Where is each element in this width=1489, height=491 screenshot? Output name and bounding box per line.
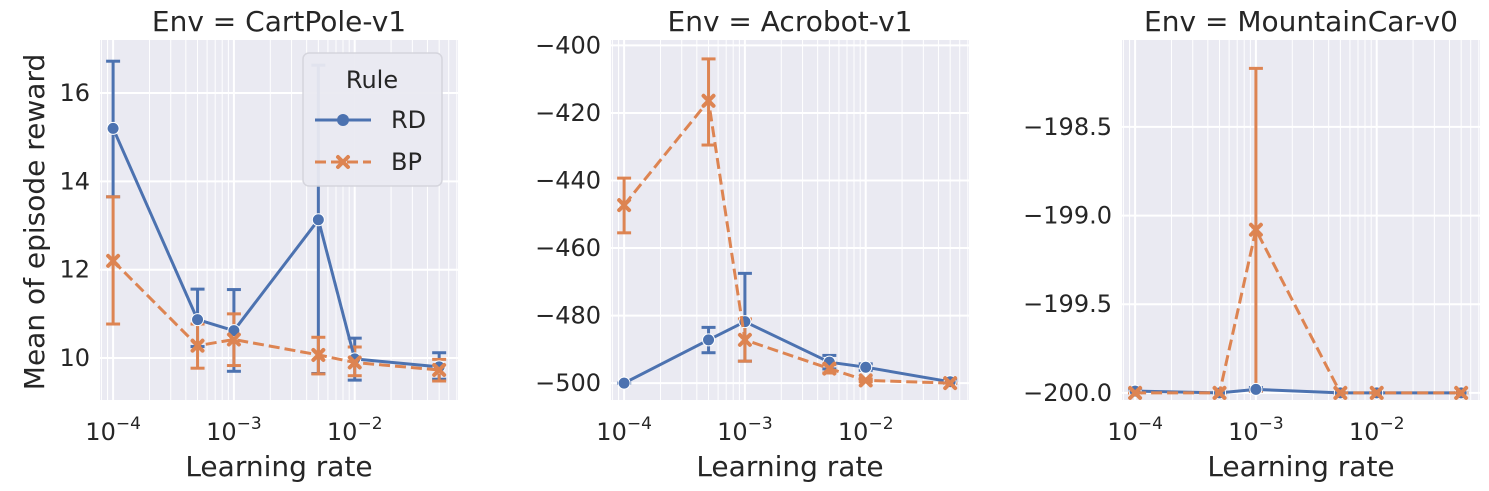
legend-title: Rule [346, 66, 398, 94]
y-tick-label: −460 [535, 234, 601, 262]
data-point-rd [617, 376, 631, 390]
x-tick-label: 10−4 [596, 414, 652, 446]
panel-title: Env = Acrobot-v1 [668, 5, 913, 38]
data-point-bp [311, 347, 326, 362]
data-point-bp [822, 361, 837, 376]
y-tick-label: −198.5 [1023, 113, 1112, 141]
plot-area [1122, 40, 1480, 400]
data-point-rd [227, 324, 241, 338]
data-point-bp [737, 332, 752, 347]
plot-area [611, 40, 969, 400]
x-tick-label: 10−2 [1349, 414, 1405, 446]
data-point-bp [347, 355, 362, 370]
data-point-bp [701, 93, 716, 108]
y-tick-label: −200.0 [1023, 379, 1112, 407]
x-tick-label: 10−3 [1228, 414, 1284, 446]
panel-title: Env = MountainCar-v0 [1144, 5, 1458, 38]
y-tick-label: 14 [59, 167, 90, 195]
data-point-bp [617, 198, 632, 213]
series-line-rd [623, 320, 951, 385]
x-tick-label: 10−2 [838, 414, 894, 446]
x-axis-label: Learning rate [1207, 450, 1394, 483]
x-tick-label: 10−3 [206, 414, 262, 446]
data-point-bp [1248, 222, 1263, 237]
panel-2: 10−4 10−3 10−2 −500 −480 −460 −440 −420 −400 Env … [535, 5, 969, 483]
y-tick-label: −400 [535, 31, 601, 59]
series-line-bp [112, 259, 440, 372]
x-tick-label: 10−4 [1107, 414, 1163, 446]
data-point-rd [1249, 382, 1263, 396]
data-point-bp [1212, 385, 1227, 400]
data-point-bp [1128, 385, 1143, 400]
shared-y-axis-label: Mean of episode reward [18, 54, 51, 390]
x-tick-label: 10−2 [327, 414, 383, 446]
data-point-rd [191, 313, 205, 327]
legend-box [302, 52, 443, 187]
panel-3: 10−4 10−3 10−2 −200.0 −199.5 −199.0 −198.5 Env … [1023, 5, 1480, 483]
data-point-bp [190, 338, 205, 353]
legend-label-bp: BP [391, 148, 422, 176]
data-point-bp [1333, 385, 1348, 400]
legend-label-rd: RD [391, 106, 426, 134]
y-tick-label: −199.5 [1023, 290, 1112, 318]
legend-marker-rd [337, 114, 349, 126]
legend-marker-bp [336, 155, 350, 169]
x-axis-label: Learning rate [185, 450, 372, 483]
y-tick-label: −480 [535, 302, 601, 330]
data-point-bp [858, 373, 873, 388]
series-line-bp [622, 99, 951, 385]
series-line-rd [111, 127, 440, 369]
data-point-bp [226, 332, 241, 347]
data-point-rd [311, 213, 325, 227]
data-point-rd [859, 360, 873, 374]
data-point-bp [943, 376, 958, 391]
y-tick-label: −199.0 [1023, 202, 1112, 230]
data-point-bp [1454, 385, 1469, 400]
y-tick-label: 16 [59, 79, 90, 107]
y-tick-label: −420 [535, 99, 601, 127]
panel-title: Env = CartPole-v1 [152, 5, 406, 38]
x-axis-label: Learning rate [696, 450, 883, 483]
data-point-bp [1369, 385, 1384, 400]
data-point-rd [106, 121, 120, 135]
data-point-bp [432, 362, 447, 377]
x-tick-label: 10−4 [85, 414, 141, 446]
data-point-bp [106, 253, 121, 268]
x-tick-label: 10−3 [717, 414, 773, 446]
legend: Rule RD BP [302, 52, 443, 187]
y-tick-label: −440 [535, 166, 601, 194]
data-point-rd [702, 333, 716, 347]
series-line-bp [1135, 228, 1462, 395]
y-tick-label: 12 [59, 256, 90, 284]
y-tick-label: −500 [535, 369, 601, 397]
y-tick-label: 10 [59, 344, 90, 372]
